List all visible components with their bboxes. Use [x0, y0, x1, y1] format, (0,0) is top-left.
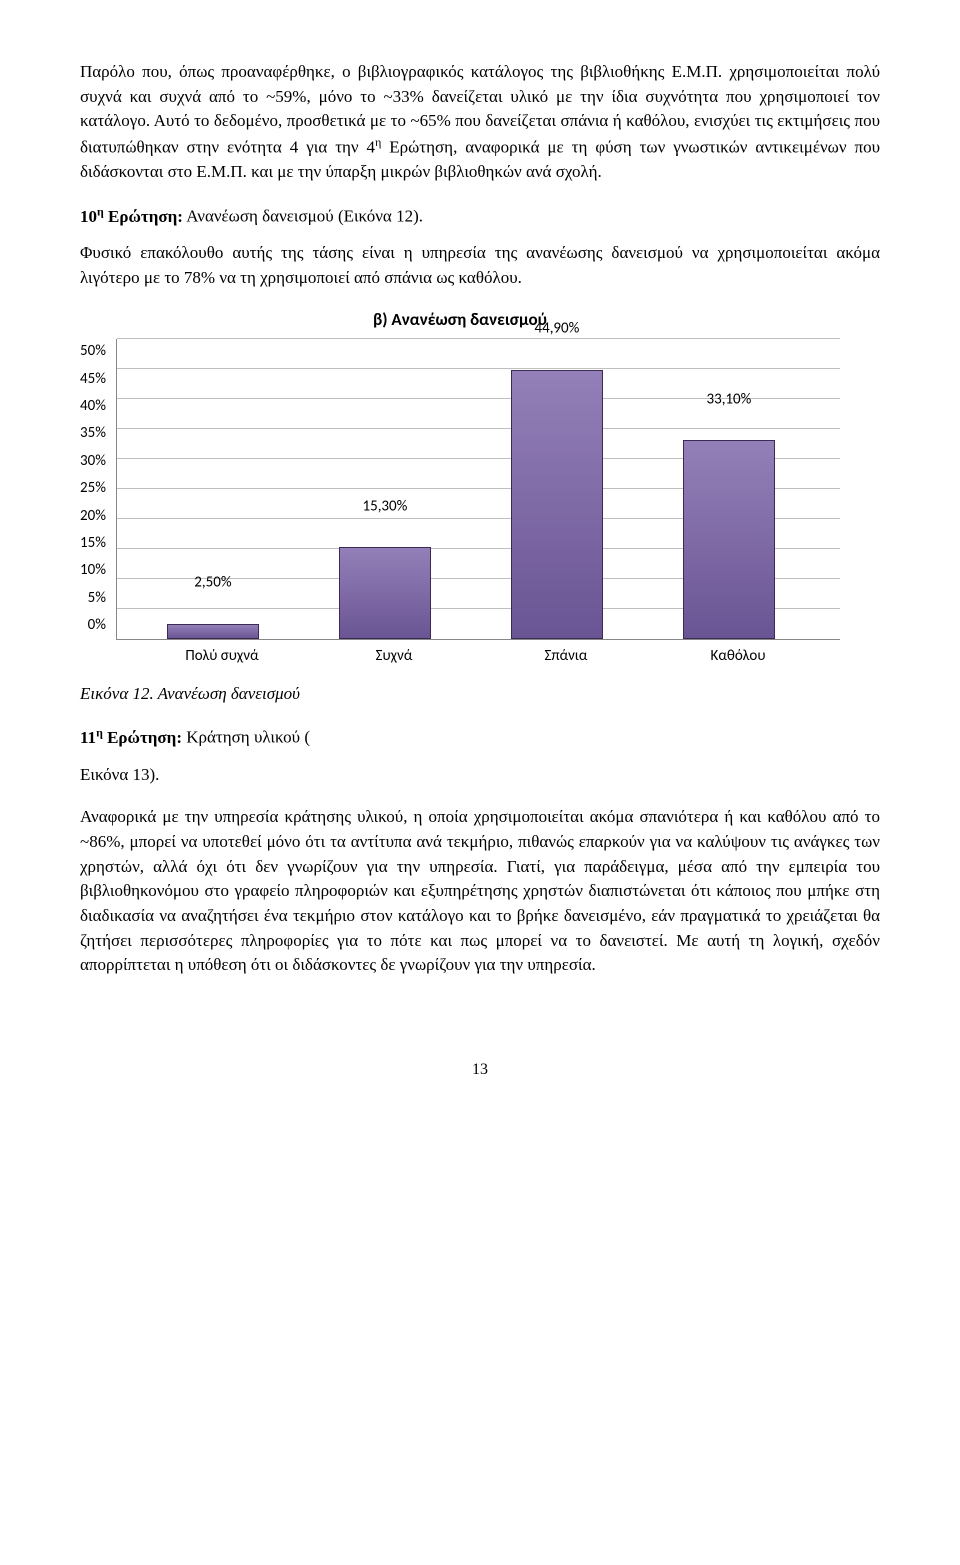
grid-line	[117, 428, 840, 429]
question-11-heading: 11η Ερώτηση: Κράτηση υλικού (	[80, 724, 880, 750]
x-tick-label: Σπάνια	[480, 646, 652, 668]
chart-bar	[511, 370, 603, 639]
y-tick-label: 45%	[80, 369, 106, 391]
figure-12-caption: Εικόνα 12. Ανανέωση δανεισμού	[80, 682, 880, 707]
figure-13-ref: Εικόνα 13).	[80, 763, 880, 788]
paragraph-2: Φυσικό επακόλουθο αυτής της τάσης είναι …	[80, 241, 880, 290]
y-tick-label: 30%	[80, 451, 106, 473]
question-10-heading: 10η Ερώτηση: Ανανέωση δανεισμού (Εικόνα …	[80, 203, 880, 229]
y-tick-label: 15%	[80, 533, 106, 555]
y-tick-label: 35%	[80, 423, 106, 445]
chart-container: β) Ανανέωση δανεισμού 50% 45% 40% 35% 30% 25%…	[80, 308, 840, 667]
y-tick-label: 50%	[80, 341, 106, 363]
chart-area: 50% 45% 40% 35% 30% 25% 20% 15% 10% 5% 0% 2,50% 15,…	[80, 339, 840, 640]
question-11-rest: Κράτηση υλικού (	[182, 728, 310, 747]
question-11-label: 11η Ερώτηση:	[80, 728, 182, 747]
y-tick-label: 20%	[80, 506, 106, 528]
chart-plot: 2,50%15,30%44,90%33,10%	[116, 339, 840, 640]
page-number: 13	[80, 1058, 880, 1081]
y-tick-label: 0%	[88, 615, 106, 637]
y-tick-label: 25%	[80, 478, 106, 500]
grid-line	[117, 338, 840, 339]
chart-bar	[683, 440, 775, 639]
chart-bar	[339, 547, 431, 639]
paragraph-3: Αναφορικά με την υπηρεσία κράτησης υλικο…	[80, 805, 880, 977]
paragraph-1: Παρόλο που, όπως προαναφέρθηκε, ο βιβλιο…	[80, 60, 880, 185]
y-tick-label: 10%	[80, 560, 106, 582]
question-10-label: 10η Ερώτηση:	[80, 207, 183, 226]
bar-value-label: 44,90%	[511, 318, 603, 344]
x-tick-label: Καθόλου	[652, 646, 824, 668]
y-tick-label: 40%	[80, 396, 106, 418]
x-tick-label: Συχνά	[308, 646, 480, 668]
chart-y-axis: 50% 45% 40% 35% 30% 25% 20% 15% 10% 5% 0%	[80, 339, 116, 639]
grid-line	[117, 368, 840, 369]
question-10-rest: Ανανέωση δανεισμού (Εικόνα 12).	[183, 207, 423, 226]
bar-value-label: 15,30%	[339, 496, 431, 522]
chart-x-axis: Πολύ συχνάΣυχνάΣπάνιαΚαθόλου	[136, 646, 840, 668]
chart-bar	[167, 624, 259, 639]
chart-title: β) Ανανέωση δανεισμού	[80, 308, 840, 333]
y-tick-label: 5%	[88, 588, 106, 610]
bar-value-label: 2,50%	[167, 573, 259, 599]
x-tick-label: Πολύ συχνά	[136, 646, 308, 668]
bar-value-label: 33,10%	[683, 389, 775, 415]
